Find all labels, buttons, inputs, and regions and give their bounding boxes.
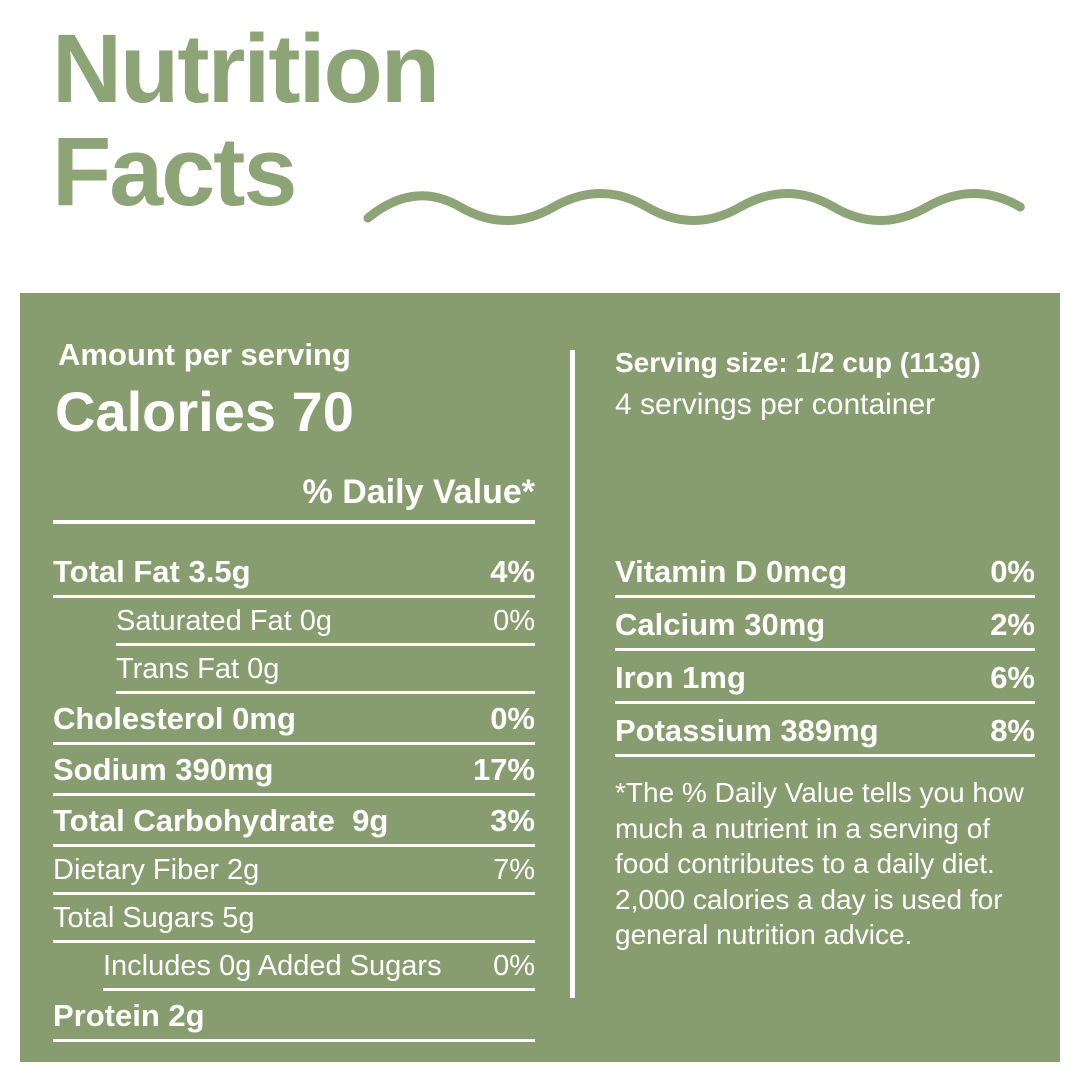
column-divider xyxy=(570,350,575,998)
nutrient-value: 6% xyxy=(990,660,1035,695)
nutrient-rows-right: Vitamin D 0mcg 0% Calcium 30mg 2% Iron 1… xyxy=(615,554,1035,757)
row-total-carbohydrate: Total Carbohydrate 9g 3% xyxy=(53,803,535,847)
nutrient-label: Cholesterol 0mg xyxy=(53,701,296,736)
page-title-line2: Facts xyxy=(52,116,297,226)
row-total-fat: Total Fat 3.5g 4% xyxy=(53,554,535,598)
amount-per-serving-block: Amount per serving Calories 70 xyxy=(55,337,354,444)
nutrient-rows-left: Total Fat 3.5g 4% Saturated Fat 0g 0% Tr… xyxy=(53,554,535,1042)
nutrient-label: Iron 1mg xyxy=(615,660,746,695)
servings-per-container-label: 4 servings per container xyxy=(615,388,936,421)
nutrient-value: 0% xyxy=(493,950,535,982)
row-added-sugars: Includes 0g Added Sugars 0% xyxy=(103,950,535,991)
serving-size-label: Serving size: 1/2 cup (113g) xyxy=(615,347,981,378)
row-vitamin-d: Vitamin D 0mcg 0% xyxy=(615,554,1035,598)
serving-info-block: Serving size: 1/2 cup (113g) 4 servings … xyxy=(615,347,1055,422)
row-trans-fat: Trans Fat 0g xyxy=(116,653,535,694)
nutrient-label: Trans Fat 0g xyxy=(116,653,280,685)
nutrient-value: 17% xyxy=(472,752,535,787)
nutrient-value: 8% xyxy=(990,713,1035,748)
nutrition-panel: Amount per serving Calories 70 % Daily V… xyxy=(20,293,1060,1062)
nutrient-label: Total Carbohydrate 9g xyxy=(53,803,389,838)
nutrient-value: 3% xyxy=(490,803,535,838)
nutrient-value: 0% xyxy=(493,605,535,637)
row-total-sugars: Total Sugars 5g xyxy=(53,902,535,943)
amount-per-serving-label: Amount per serving xyxy=(58,337,351,372)
nutrient-label: Sodium 390mg xyxy=(53,752,274,787)
nutrient-label: Total Fat 3.5g xyxy=(53,554,251,589)
page-title: Nutrition Facts xyxy=(52,17,440,226)
nutrient-label: Protein 2g xyxy=(53,998,205,1033)
row-saturated-fat: Saturated Fat 0g 0% xyxy=(116,605,535,646)
daily-value-footnote: *The % Daily Value tells you how much a … xyxy=(615,777,1024,951)
nutrient-label: Total Sugars 5g xyxy=(53,902,255,934)
row-calcium: Calcium 30mg 2% xyxy=(615,607,1035,651)
row-potassium: Potassium 389mg 8% xyxy=(615,713,1035,757)
wavy-line-decoration xyxy=(363,189,1025,225)
nutrient-label: Potassium 389mg xyxy=(615,713,879,748)
page-title-line1: Nutrition xyxy=(52,14,440,123)
nutrient-label: Includes 0g Added Sugars xyxy=(103,950,442,982)
nutrient-value: 4% xyxy=(490,554,535,589)
row-dietary-fiber: Dietary Fiber 2g 7% xyxy=(53,854,535,895)
nutrient-label: Dietary Fiber 2g xyxy=(53,854,260,886)
nutrient-label: Saturated Fat 0g xyxy=(116,605,333,637)
nutrient-value: 0% xyxy=(490,701,535,736)
daily-value-header: % Daily Value* xyxy=(53,473,535,524)
nutrient-label: Calcium 30mg xyxy=(615,607,826,642)
nutrient-value: 0% xyxy=(990,554,1035,589)
row-iron: Iron 1mg 6% xyxy=(615,660,1035,704)
nutrient-label: Vitamin D 0mcg xyxy=(615,554,848,589)
row-cholesterol: Cholesterol 0mg 0% xyxy=(53,701,535,745)
calories-value: Calories 70 xyxy=(55,380,354,443)
row-protein: Protein 2g xyxy=(53,998,535,1042)
nutrient-value: 2% xyxy=(990,607,1035,642)
row-sodium: Sodium 390mg 17% xyxy=(53,752,535,796)
nutrient-value: 7% xyxy=(493,854,535,886)
